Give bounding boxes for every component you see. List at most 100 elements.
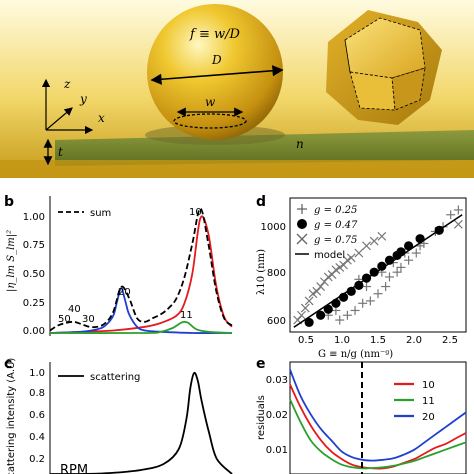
panel-e: e residuals 0.03 0.02 0.01 10 11 20 [256, 356, 467, 474]
d-point-g047 [304, 317, 314, 328]
d-point-g075 [327, 270, 337, 279]
d-point-g075 [339, 260, 348, 270]
d-point-g075 [377, 231, 387, 241]
d-legend-g025: g = 0.25 [314, 205, 357, 216]
d-point-g025 [381, 282, 391, 292]
e-legend-10: 10 [422, 380, 435, 391]
c-ytick-2: 0.6 [29, 410, 45, 421]
panel-e-yticks: 0.03 0.02 0.01 [266, 375, 288, 456]
d-legend-model: model [314, 250, 345, 261]
index-label: n [296, 137, 304, 151]
b-ytick-3: 0.75 [23, 240, 45, 251]
d-point-g075 [320, 277, 329, 287]
e-legend-20: 20 [422, 412, 435, 423]
b-peak-40: 40 [68, 304, 81, 315]
panel-d-xticks: 0.5 1.0 1.5 2.0 2.5 [298, 335, 458, 346]
b-peak-11: 11 [180, 310, 193, 321]
b-peak-10: 10 [189, 207, 202, 218]
c-legend-scattering: scattering [90, 372, 140, 383]
d-point-g025 [342, 310, 352, 320]
d-point-g075 [316, 282, 326, 291]
panel-b-label: b [4, 194, 14, 210]
b-ytick-4: 1.00 [23, 212, 45, 223]
coordinate-axes: z y x [41, 77, 105, 135]
d-point-g025 [404, 255, 414, 265]
axis-x-label: x [98, 111, 105, 125]
d-ytick-1: 800 [267, 268, 286, 279]
contact-width-label: w [205, 95, 216, 109]
panel-d-ylabel: λ10 (nm) [256, 249, 267, 295]
panel-b-plot [49, 207, 233, 334]
e-ytick-1: 0.02 [266, 410, 288, 421]
b-series-3-line [49, 320, 233, 334]
e-series-20-line [289, 369, 467, 462]
b-peak-20: 20 [118, 287, 131, 298]
d-point-g047 [346, 286, 356, 296]
d-point-g025 [365, 296, 375, 306]
d-legend-g075: g = 0.75 [314, 235, 357, 246]
d-legend-circle-marker [297, 219, 307, 229]
panel-d-plot [293, 205, 463, 328]
d-point-g025 [392, 267, 402, 277]
axis-y-label: y [79, 92, 87, 106]
d-point-g075 [304, 296, 314, 306]
d-point-g025 [411, 248, 421, 258]
panel-c-ylabel: Scattering intensity (A.U) [6, 358, 17, 474]
d-legend-x-marker [296, 233, 308, 245]
e-frame [289, 361, 467, 474]
d-ytick-0: 600 [267, 316, 286, 327]
d-point-g075 [300, 303, 310, 313]
c-ytick-4: 1.0 [29, 368, 45, 379]
d-point-g075 [297, 310, 306, 320]
b-series-sum-line [49, 207, 233, 332]
d-ytick-2: 1000 [261, 222, 286, 233]
d-xtick-3: 2.0 [406, 335, 422, 346]
d-point-g075 [323, 272, 333, 282]
b-peak-labels: 10 20 11 40 50 30 [58, 207, 202, 325]
d-point-g075 [346, 253, 356, 263]
d-point-g075 [342, 255, 352, 265]
diameter-arrow [150, 65, 284, 85]
diameter-label: D [211, 53, 222, 67]
d-point-g075 [335, 262, 345, 272]
d-legend: g = 0.25 g = 0.47 g = 0.75 model [295, 204, 358, 261]
d-legend-g047: g = 0.47 [314, 220, 358, 231]
e-legend: 10 11 20 [394, 380, 435, 423]
d-point-g075 [453, 219, 463, 229]
panel-b: b |η_lm S_lm|² 0.00 0.25 0.50 0.75 1.00 … [4, 194, 233, 337]
d-point-g047 [377, 261, 387, 271]
d-point-g047 [323, 304, 333, 314]
d-xtick-1: 1.0 [334, 335, 350, 346]
d-legend-plus-marker [297, 204, 307, 214]
d-point-g025 [384, 272, 394, 282]
d-xtick-0: 0.5 [298, 335, 314, 346]
d-point-g025 [362, 282, 372, 292]
d-point-g025 [350, 305, 360, 315]
c-ytick-1: 0.4 [29, 432, 45, 443]
b-ytick-2: 0.50 [23, 269, 45, 280]
d-point-g025 [453, 205, 463, 215]
c-series-scattering-line [50, 371, 233, 474]
d-point-g025 [335, 315, 345, 325]
f-definition: f ≡ w/D [189, 27, 240, 42]
panel-c-yticks: 1.0 0.8 0.6 0.4 0.2 [29, 368, 45, 465]
d-point-g047 [415, 234, 425, 244]
d-point-g025 [446, 210, 456, 220]
contact-region [173, 113, 247, 129]
b-series-1-line [49, 215, 233, 334]
d-xtick-2: 1.5 [370, 335, 386, 346]
d-point-g075 [331, 265, 341, 275]
d-point-g075 [362, 241, 371, 251]
c-ytick-3: 0.8 [29, 388, 45, 399]
e-series-11-line [289, 398, 467, 470]
gold-polyhedron [326, 10, 442, 125]
d-point-g047 [316, 310, 326, 320]
d-point-g075 [354, 248, 364, 258]
b-peak-30: 30 [82, 314, 95, 325]
c-partial-label: RPM [60, 463, 88, 474]
panel-c-label: c [4, 356, 12, 372]
panel-d-xlabel: G ≡ n/g (nm⁻ᵍ) [318, 349, 393, 360]
e-legend-11: 11 [422, 396, 435, 407]
panel-d-label: d [256, 194, 266, 210]
panel-b-yticks: 0.00 0.25 0.50 0.75 1.00 [23, 212, 45, 337]
